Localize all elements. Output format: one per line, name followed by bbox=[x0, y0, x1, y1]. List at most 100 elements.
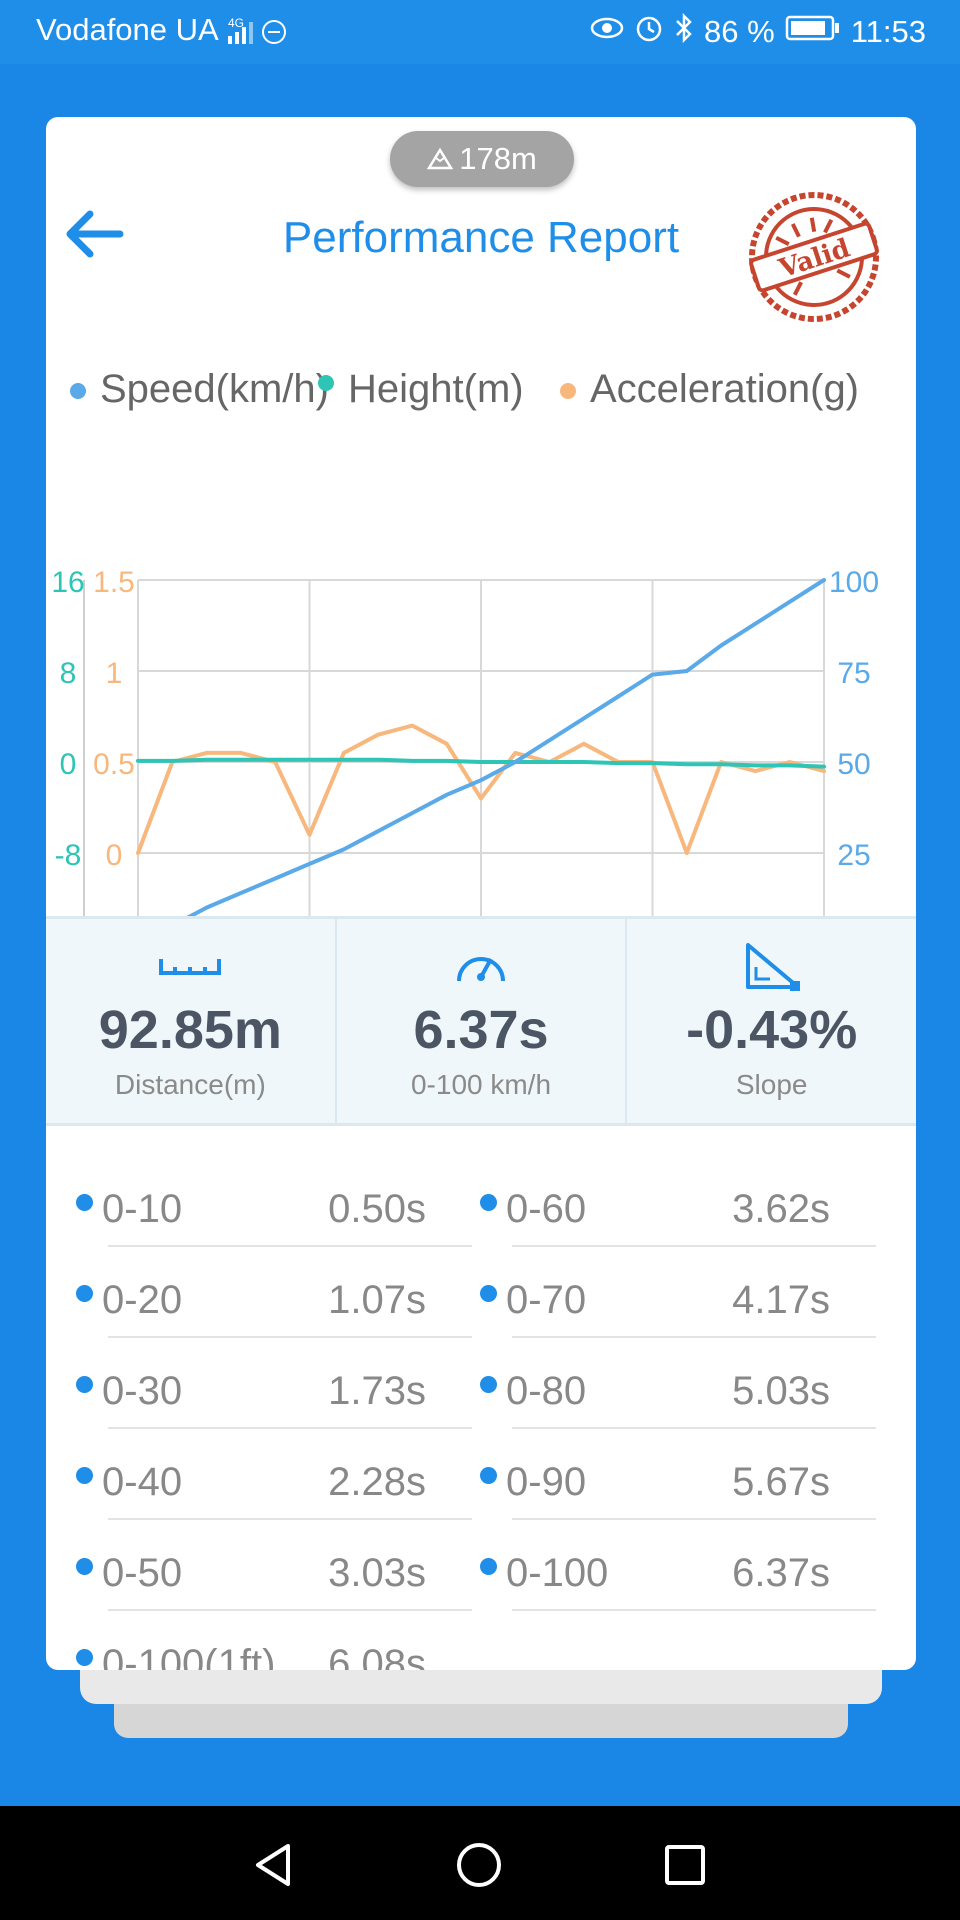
stat-value: -0.43% bbox=[686, 1000, 858, 1060]
split-divider bbox=[108, 1518, 472, 1520]
recents-square-icon[interactable] bbox=[662, 1842, 708, 1893]
split-bullet bbox=[76, 1558, 93, 1575]
tick-label-acceleration: 1.5 bbox=[93, 566, 135, 599]
split-row: 0-20 1.07s bbox=[46, 1268, 472, 1358]
carrier-name: Vodafone UA bbox=[36, 12, 219, 47]
series-line-acceleration bbox=[136, 723, 826, 855]
split-divider bbox=[512, 1609, 876, 1611]
split-range: 0-20 bbox=[102, 1278, 183, 1322]
tick-label-acceleration: 1 bbox=[106, 657, 123, 690]
split-time: 6.37s bbox=[732, 1551, 830, 1595]
back-triangle-icon[interactable] bbox=[250, 1842, 296, 1893]
split-row: 0-30 1.73s bbox=[46, 1359, 472, 1449]
split-time: 5.03s bbox=[732, 1369, 830, 1413]
split-range: 0-30 bbox=[102, 1369, 183, 1413]
battery-percent: 86 % bbox=[704, 14, 775, 49]
legend-label-acceleration[interactable]: Acceleration(g) bbox=[590, 367, 860, 411]
tick-label-height: 0 bbox=[60, 748, 77, 781]
split-divider bbox=[108, 1245, 472, 1247]
tick-label-speed: 25 bbox=[837, 839, 870, 872]
split-row: 0-70 4.17s bbox=[450, 1268, 876, 1358]
split-bullet bbox=[76, 1285, 93, 1302]
split-bullet bbox=[480, 1285, 497, 1302]
signal-icon: 4G bbox=[226, 14, 286, 55]
tick-label-speed: 75 bbox=[837, 657, 870, 690]
back-button[interactable] bbox=[60, 199, 130, 269]
tick-label-acceleration: 0.5 bbox=[93, 748, 135, 781]
status-bar: Vodafone UA 4G 86 % 11:53 bbox=[0, 0, 960, 64]
split-row: 0-90 5.67s bbox=[450, 1450, 876, 1540]
legend-label-speed[interactable]: Speed(km/h) bbox=[100, 367, 329, 411]
network-type: 4G bbox=[228, 16, 244, 30]
split-divider bbox=[512, 1245, 876, 1247]
split-range: 0-100(1ft) bbox=[102, 1642, 276, 1670]
tick-label-height: 8 bbox=[60, 657, 77, 690]
slope-icon bbox=[745, 943, 800, 991]
split-bullet bbox=[480, 1194, 497, 1211]
legend-label-height[interactable]: Height(m) bbox=[348, 367, 524, 411]
split-bullet bbox=[480, 1558, 497, 1575]
mountain-icon bbox=[427, 147, 454, 170]
bluetooth-icon bbox=[674, 12, 694, 52]
clock-time: 11:53 bbox=[850, 14, 926, 49]
split-divider bbox=[512, 1518, 876, 1520]
valid-stamp-icon: Valid bbox=[749, 192, 879, 322]
split-range: 0-40 bbox=[102, 1460, 183, 1504]
back-arrow-icon bbox=[66, 210, 124, 258]
split-divider bbox=[108, 1336, 472, 1338]
split-range: 0-60 bbox=[506, 1187, 587, 1231]
split-range: 0-90 bbox=[506, 1460, 587, 1504]
alarm-icon bbox=[634, 13, 664, 51]
legend-dot-height bbox=[318, 375, 334, 391]
tick-label-speed: 50 bbox=[837, 748, 870, 781]
ruler-icon bbox=[159, 959, 222, 975]
split-range: 0-80 bbox=[506, 1369, 587, 1413]
split-time: 6.08s bbox=[328, 1642, 426, 1670]
split-row: 0-50 3.03s bbox=[46, 1541, 472, 1631]
split-time: 2.28s bbox=[328, 1460, 426, 1504]
split-bullet bbox=[76, 1376, 93, 1393]
home-circle-icon[interactable] bbox=[456, 1842, 502, 1893]
tick-label-height: 16 bbox=[51, 566, 84, 599]
split-time: 1.73s bbox=[328, 1369, 426, 1413]
split-range: 0-10 bbox=[102, 1187, 183, 1231]
split-time: 1.07s bbox=[328, 1278, 426, 1322]
speedometer-icon bbox=[457, 957, 505, 982]
split-time: 0.50s bbox=[328, 1187, 426, 1231]
series-line-height bbox=[136, 757, 826, 769]
stats-panel: 92.85m Distance(m) 6.37s 0-100 km/h -0.4… bbox=[46, 916, 916, 1126]
split-row: 0-10 0.50s bbox=[46, 1177, 472, 1267]
split-row: 0-100(1ft) 6.08s bbox=[46, 1632, 466, 1670]
split-time: 3.62s bbox=[732, 1187, 830, 1231]
report-card: 178m Performance Report Valid Speed(km/h… bbox=[46, 117, 916, 1670]
split-bullet bbox=[76, 1194, 93, 1211]
page-title: Performance Report bbox=[282, 213, 680, 262]
split-divider bbox=[108, 1609, 472, 1611]
stat-label: Distance(m) bbox=[114, 1069, 266, 1100]
tick-label-height: -8 bbox=[55, 839, 82, 872]
stat-acceleration-time: 6.37s 0-100 km/h bbox=[334, 919, 626, 1123]
stat-value: 6.37s bbox=[413, 1000, 549, 1060]
altitude-badge: 178m bbox=[390, 131, 574, 187]
split-range: 0-70 bbox=[506, 1278, 587, 1322]
tick-label-speed: 100 bbox=[829, 566, 879, 599]
split-bullet bbox=[480, 1376, 497, 1393]
split-row: 0-100 6.37s bbox=[450, 1541, 876, 1631]
stat-slope: -0.43% Slope bbox=[625, 919, 916, 1123]
stat-label: Slope bbox=[735, 1069, 808, 1100]
stat-value: 92.85m bbox=[98, 1000, 282, 1060]
split-time: 3.03s bbox=[328, 1551, 426, 1595]
stat-label: 0-100 km/h bbox=[410, 1069, 552, 1100]
split-bullet bbox=[480, 1467, 497, 1484]
split-range: 0-100 bbox=[506, 1551, 609, 1595]
system-nav-bar bbox=[0, 1806, 960, 1920]
split-bullet bbox=[76, 1467, 93, 1484]
tick-label-acceleration: 0 bbox=[106, 839, 123, 872]
eye-icon bbox=[590, 14, 624, 50]
split-time: 5.67s bbox=[732, 1460, 830, 1504]
split-row: 0-40 2.28s bbox=[46, 1450, 472, 1540]
split-row: 0-60 3.62s bbox=[450, 1177, 876, 1267]
split-bullet bbox=[76, 1649, 93, 1666]
split-time: 4.17s bbox=[732, 1278, 830, 1322]
